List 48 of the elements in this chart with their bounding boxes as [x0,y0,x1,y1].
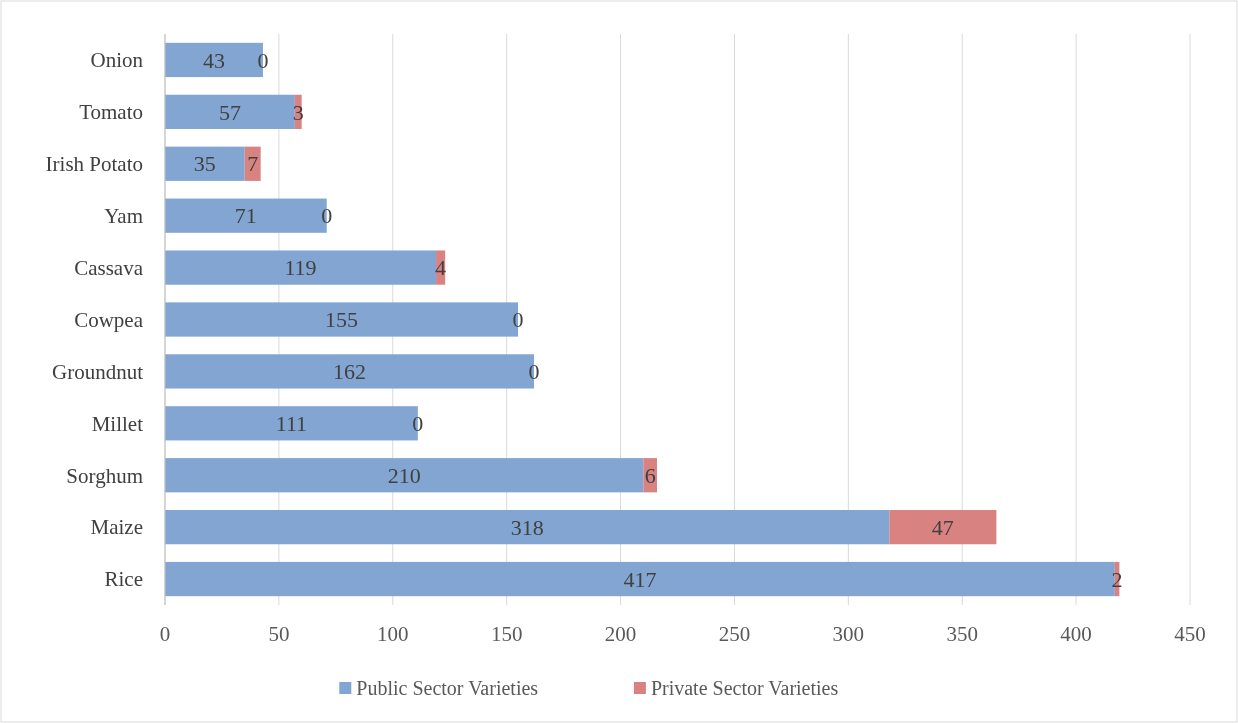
data-label: 162 [333,359,366,385]
x-tick-label: 250 [718,622,751,646]
y-tick-label: Onion [90,48,144,73]
y-tick-label: Groundnut [52,359,144,384]
y-tick-label: Millet [91,411,144,436]
bar [889,510,997,545]
x-tick-label: 400 [1060,622,1092,646]
y-tick-label: Rice [104,567,143,592]
bar [165,458,644,493]
bar [165,510,890,545]
x-tick-label: 350 [946,622,978,646]
y-tick-label: Cowpea [74,307,144,332]
data-label: 0 [528,359,540,385]
data-label: 210 [387,462,421,488]
y-tick-label: Sorghum [66,463,143,488]
data-label: 6 [644,462,656,488]
data-label: 417 [623,566,657,592]
data-label: 47 [931,514,954,540]
bar [165,146,245,181]
data-label: 0 [412,411,424,437]
data-label: 35 [193,151,216,177]
data-label: 119 [284,255,317,281]
x-tick-label: 300 [832,622,865,646]
data-label: 155 [325,307,359,333]
y-tick-label: Cassava [74,255,144,280]
x-tick-label: 200 [604,622,637,646]
data-label: 0 [257,47,269,73]
data-label: 71 [234,203,257,229]
data-label: 57 [218,99,241,125]
data-label: 43 [202,47,225,73]
bar [165,94,295,129]
legend-label: Private Sector Varieties [650,677,839,699]
x-tick-label: 450 [1174,622,1206,646]
x-tick-label: 100 [377,622,409,646]
x-tick-label: 50 [268,622,290,646]
legend-label: Public Sector Varieties [356,677,539,699]
x-tick-label: 150 [490,622,523,646]
data-label: 318 [510,514,544,540]
bar [165,250,437,285]
y-tick-label: Yam [104,204,143,229]
y-tick-label: Maize [90,515,143,540]
y-tick-label: Irish Potato [45,152,143,177]
data-label: 0 [512,307,524,333]
data-label: 7 [247,151,259,177]
data-label: 0 [321,203,333,229]
data-label: 111 [275,411,308,437]
x-tick-label: 0 [159,622,171,646]
y-tick-label: Tomato [79,100,143,125]
